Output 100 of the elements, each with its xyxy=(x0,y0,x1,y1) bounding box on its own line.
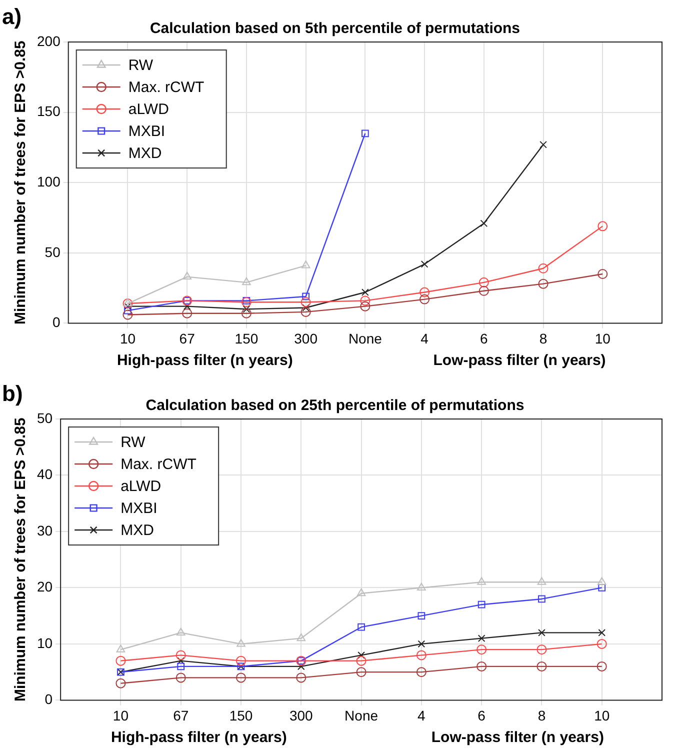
x-tick-label: 4 xyxy=(420,330,429,346)
y-tick-label: 50 xyxy=(44,244,61,260)
point xyxy=(297,662,305,670)
point xyxy=(597,577,606,585)
chart-title: Calculation based on 25th percentile of permutations xyxy=(146,397,524,414)
point xyxy=(538,263,548,274)
point xyxy=(358,623,365,631)
point xyxy=(116,644,126,652)
text: High-pass filter (n years) xyxy=(116,352,293,370)
point xyxy=(302,292,310,300)
point xyxy=(538,629,546,636)
y-tick-label: 10 xyxy=(36,634,53,651)
x-tick-label: None xyxy=(344,707,378,724)
point xyxy=(598,629,606,636)
point xyxy=(183,302,191,310)
x-tick-label: 10 xyxy=(120,330,136,346)
point xyxy=(124,306,132,314)
point xyxy=(182,308,192,318)
point xyxy=(477,577,486,585)
x-tick-label: None xyxy=(348,330,382,346)
point xyxy=(536,661,547,672)
legend-label: RW xyxy=(128,57,154,74)
point xyxy=(538,278,548,289)
text: Low-pass filter (n years) xyxy=(431,729,604,746)
x-tick-label: 6 xyxy=(478,707,486,724)
text: a) xyxy=(2,4,22,29)
x-tick-label: 8 xyxy=(538,707,546,724)
point xyxy=(176,650,186,660)
point xyxy=(598,268,608,279)
point xyxy=(176,628,186,636)
point xyxy=(241,297,252,308)
point xyxy=(596,638,607,649)
point xyxy=(177,662,185,670)
legend-label: MXD xyxy=(128,145,162,162)
legend-label: RW xyxy=(120,434,146,452)
point xyxy=(300,297,311,308)
y-tick-label: 50 xyxy=(36,410,53,426)
point xyxy=(536,644,547,655)
point xyxy=(598,584,606,592)
point xyxy=(598,221,608,232)
point xyxy=(538,595,546,603)
point xyxy=(596,661,607,672)
x-tick-label: 67 xyxy=(179,330,196,346)
legend-label: MXBI xyxy=(120,500,158,518)
y-tick-label: 0 xyxy=(44,691,53,708)
point xyxy=(236,638,246,647)
point xyxy=(416,650,426,660)
point xyxy=(360,301,370,312)
point xyxy=(476,644,487,655)
point xyxy=(182,272,192,280)
legend-label: aLWD xyxy=(128,101,170,118)
point xyxy=(358,652,365,659)
point xyxy=(241,308,252,318)
point xyxy=(360,296,370,306)
x-tick-label: 10 xyxy=(594,330,611,346)
point xyxy=(296,672,306,683)
point xyxy=(420,287,430,298)
point xyxy=(361,288,369,296)
point xyxy=(420,260,428,268)
point xyxy=(476,661,487,672)
point xyxy=(478,286,489,296)
y-tick-label: 20 xyxy=(36,578,53,595)
x-tick-label: 300 xyxy=(294,330,318,346)
legend-label: MXBI xyxy=(128,123,166,140)
x-tick-label: 8 xyxy=(539,330,548,346)
y-tick-label: 0 xyxy=(52,314,61,330)
point xyxy=(123,298,132,306)
x-tick-label: 300 xyxy=(289,707,314,724)
x-tick-label: 10 xyxy=(594,707,610,724)
point xyxy=(416,667,426,678)
y-tick-label: 100 xyxy=(37,173,61,190)
point xyxy=(418,612,426,620)
point xyxy=(356,656,366,666)
legend-label: MXD xyxy=(120,522,154,540)
point xyxy=(478,600,486,608)
point xyxy=(122,298,133,309)
chart-title: Calculation based on 5th percentile of permutations xyxy=(150,20,520,38)
x-tick-label: 10 xyxy=(112,707,129,724)
point xyxy=(356,667,366,678)
point xyxy=(417,582,426,590)
point xyxy=(177,657,185,665)
text: b) xyxy=(2,381,23,406)
text: Low-pass filter (n years) xyxy=(433,352,606,370)
legend-label: Max. rCWT xyxy=(128,79,204,96)
point xyxy=(116,656,126,666)
point xyxy=(356,588,366,596)
x-tick-label: 150 xyxy=(234,330,258,346)
point xyxy=(302,304,310,312)
point xyxy=(236,656,246,666)
point xyxy=(242,297,250,304)
point xyxy=(242,305,250,313)
point xyxy=(480,220,488,228)
point xyxy=(236,672,246,683)
y-tick-label: 30 xyxy=(36,522,53,538)
point xyxy=(122,310,133,320)
legend-label: Max. rCWT xyxy=(120,456,196,474)
point xyxy=(478,634,486,642)
x-tick-label: 150 xyxy=(229,707,253,724)
x-tick-label: 6 xyxy=(480,330,488,346)
y-axis-title: Minimum number of trees for EPS >0.85 xyxy=(12,418,30,702)
